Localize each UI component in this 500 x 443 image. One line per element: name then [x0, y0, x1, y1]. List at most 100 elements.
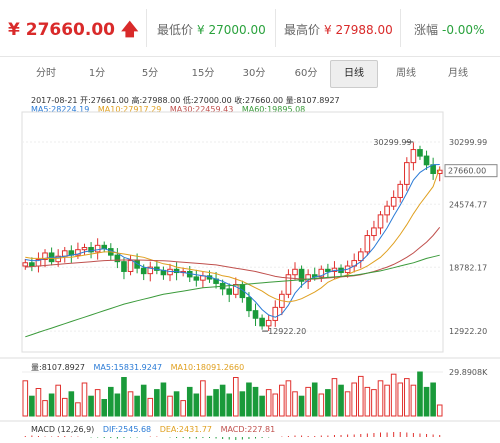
- volume-bar: [226, 393, 233, 417]
- price-panel-frame: [21, 111, 444, 353]
- candle-body: [61, 250, 68, 257]
- high-price: 最高价 ¥ 27988.00: [284, 23, 393, 37]
- macd-legend: MACD (12,26,9) DIF:2545.68 DEA:2431.77 M…: [31, 425, 281, 434]
- volume-bar: [180, 400, 186, 417]
- volume-bar: [364, 386, 371, 417]
- candle-body: [193, 276, 200, 281]
- volume-bar: [88, 395, 94, 417]
- volume-bar: [292, 391, 298, 417]
- volume-bar: [193, 393, 200, 417]
- candle-body: [357, 251, 364, 262]
- y-tick-label: 30299.99: [449, 138, 487, 147]
- volume-bar: [318, 393, 325, 417]
- candle-body: [417, 149, 423, 157]
- ma-legend: MA5:28224.19 MA10:27917.29 MA30:22459.43…: [31, 105, 311, 114]
- candle-body: [410, 149, 417, 164]
- tab-monthly[interactable]: 月线: [448, 68, 468, 79]
- volume-bar: [390, 373, 397, 417]
- candle-body: [94, 244, 101, 253]
- volume-bar: [160, 382, 167, 417]
- candle-body: [423, 155, 430, 166]
- ma30-legend: MA30:22459.43: [169, 105, 234, 114]
- volume-bar: [397, 382, 404, 417]
- tab-minute[interactable]: 分时: [36, 68, 56, 79]
- volume-bar: [357, 375, 364, 417]
- volume-bar: [61, 397, 68, 417]
- volume-bar: [29, 395, 35, 417]
- volume-bar: [305, 386, 311, 417]
- volume-bar: [206, 395, 213, 417]
- candle-body: [371, 227, 377, 237]
- candle-body: [173, 268, 180, 274]
- tab-30min[interactable]: 30分: [242, 68, 266, 79]
- annotation-label: 12922.20: [268, 327, 306, 336]
- tab-weekly[interactable]: 周线: [396, 68, 416, 79]
- volume-bar: [154, 389, 160, 417]
- vol-ma10-legend: MA10:18091.2660: [170, 363, 245, 372]
- candle-body: [55, 255, 61, 263]
- candle-body: [42, 252, 48, 260]
- candle-body: [397, 183, 404, 198]
- ma60-line: [25, 254, 440, 338]
- volume-bar: [68, 391, 75, 417]
- volume-bar: [140, 384, 147, 417]
- candle-body: [292, 268, 298, 276]
- candle-body: [325, 268, 331, 272]
- ma5-legend: MA5:28224.19: [31, 105, 90, 114]
- macd-dif: DIF:2545.68: [102, 425, 152, 434]
- volume-bar: [252, 386, 259, 417]
- volume-bar: [246, 382, 252, 417]
- volume-max-label: 29.8908K: [449, 368, 488, 377]
- divider: [275, 9, 276, 47]
- candle-body: [298, 268, 305, 282]
- volume-bar: [127, 391, 134, 417]
- current-price-box: [444, 164, 498, 178]
- candle-body: [259, 317, 265, 327]
- volume-bar: [75, 402, 81, 417]
- volume-bar: [410, 384, 417, 417]
- y-tick-label: 24574.77: [449, 200, 487, 209]
- candle-body: [404, 162, 410, 185]
- volume-bar: [167, 395, 173, 417]
- macd-dea: DEA:2431.77: [159, 425, 213, 434]
- current-price-label: 27660.00: [448, 167, 486, 176]
- volume-bar: [331, 378, 338, 417]
- tab-60min[interactable]: 60分: [294, 68, 318, 79]
- candle-body: [147, 266, 154, 275]
- ma5-line: [25, 164, 440, 318]
- tab-15min[interactable]: 15分: [191, 68, 215, 79]
- volume-bar: [81, 382, 88, 417]
- volume-bar: [371, 389, 377, 417]
- candle-body: [114, 254, 121, 263]
- candle-body: [226, 288, 233, 295]
- volume-bar: [423, 386, 430, 417]
- candle-body: [167, 268, 173, 276]
- volume-bar: [94, 389, 101, 417]
- volume-bar: [377, 380, 384, 417]
- volume-bar: [42, 400, 48, 417]
- volume-bar: [200, 380, 206, 417]
- volume-bar: [298, 395, 305, 417]
- divider: [400, 9, 401, 47]
- volume-bar: [417, 371, 423, 417]
- tab-5min[interactable]: 5分: [141, 68, 159, 79]
- candle-body: [265, 319, 272, 327]
- volume-bar: [272, 393, 279, 417]
- y-tick-label: 12922.20: [449, 327, 487, 336]
- tab-1min[interactable]: 1分: [88, 68, 106, 79]
- volume-bar: [219, 384, 226, 417]
- volume-bar: [384, 384, 390, 417]
- candle-body: [252, 310, 259, 319]
- candle-body: [246, 297, 252, 312]
- volume-bar: [35, 388, 42, 417]
- y-tick-label: 18782.17: [449, 263, 487, 272]
- tab-daily[interactable]: 日线: [330, 60, 378, 88]
- vol-ma5-legend: MA5:15831.9247: [93, 363, 163, 372]
- volume-legend: 量:8107.8927 MA5:15831.9247 MA10:18091.26…: [31, 362, 250, 373]
- volume-bar: [173, 391, 180, 417]
- divider: [146, 9, 147, 47]
- macd-title: MACD (12,26,9): [31, 425, 95, 434]
- volume-bar: [22, 380, 29, 417]
- candle-body: [272, 306, 279, 321]
